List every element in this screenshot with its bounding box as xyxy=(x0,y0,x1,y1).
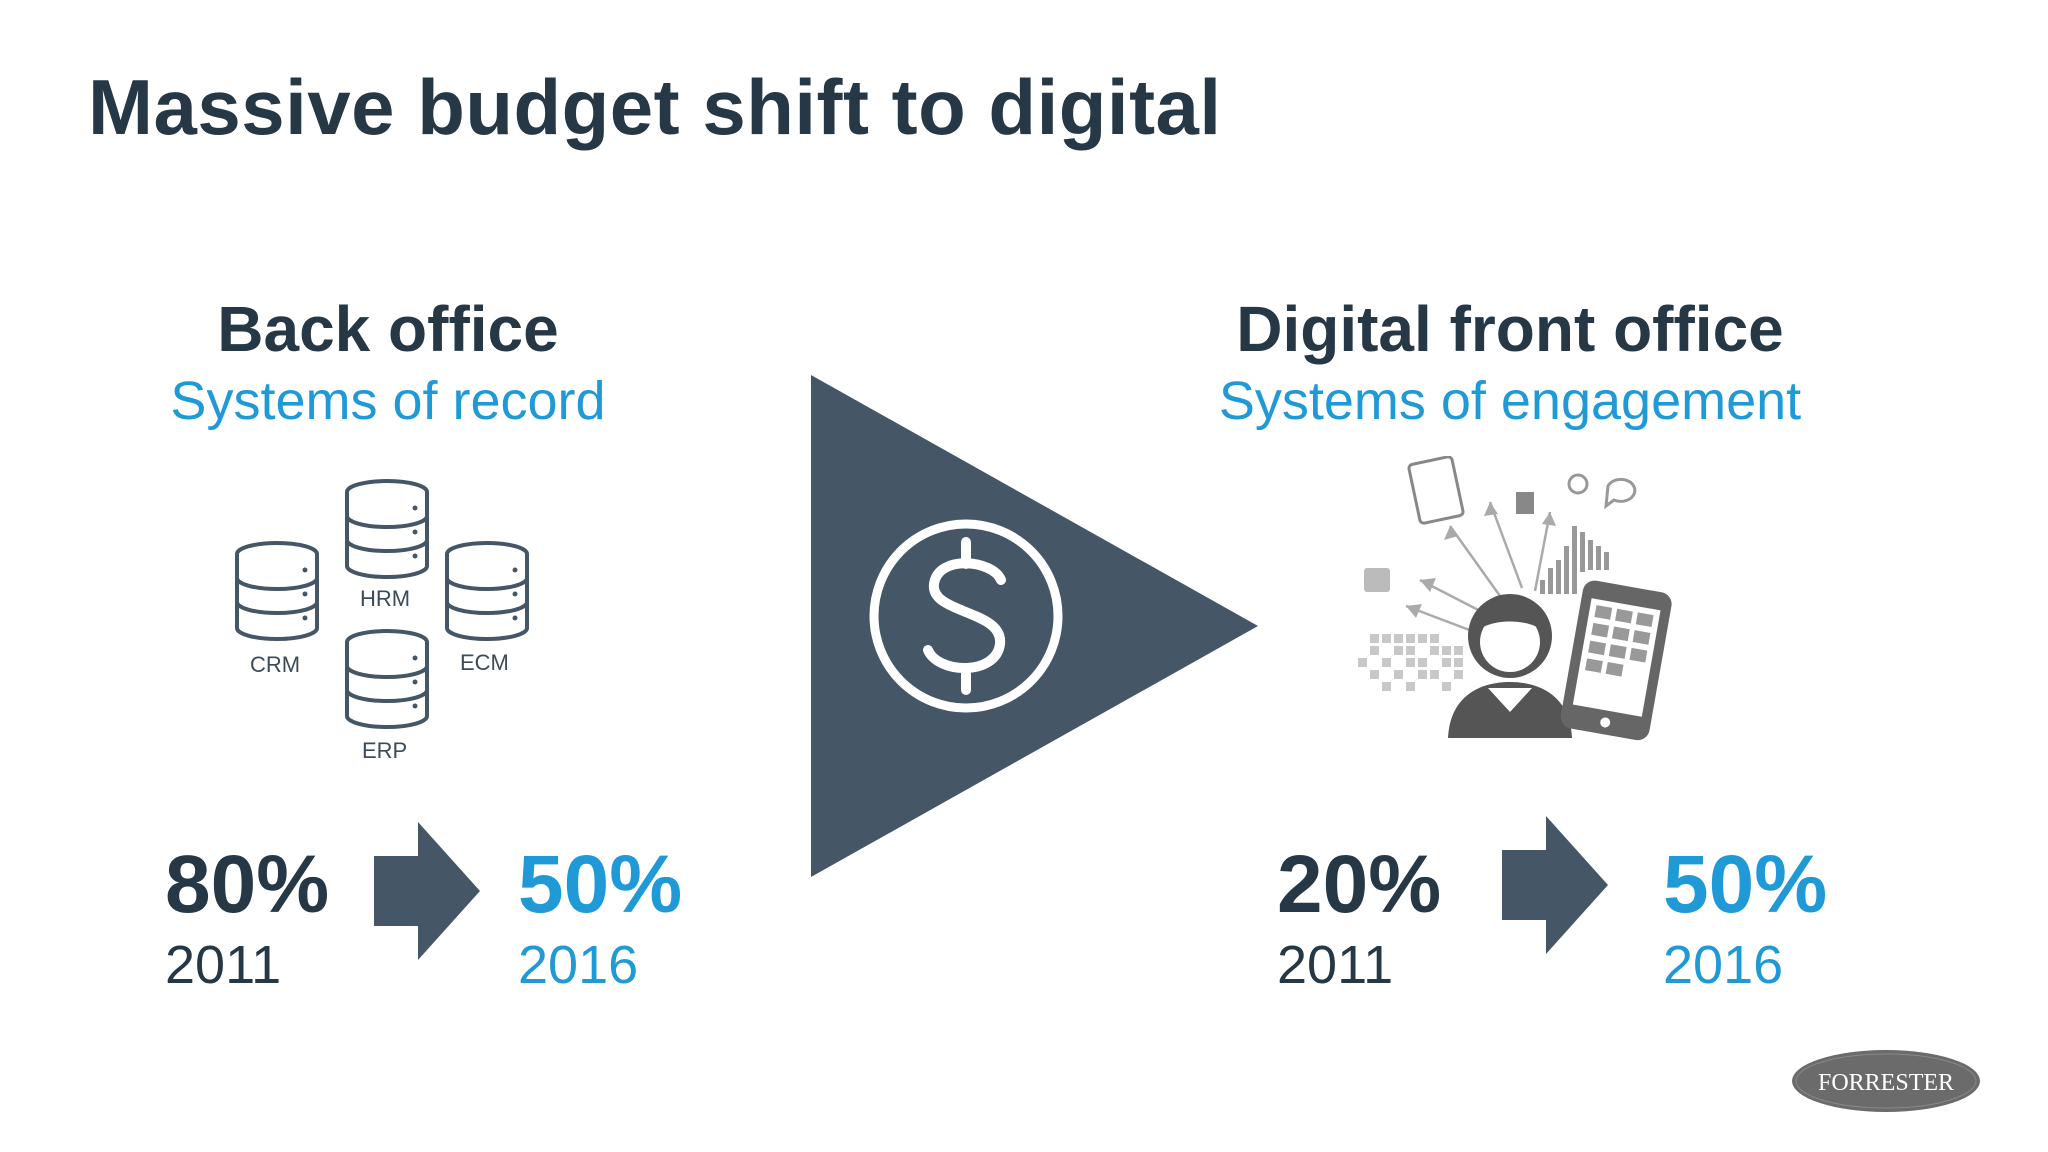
database-cluster xyxy=(230,470,550,770)
tablet-icon xyxy=(1407,456,1465,525)
user-person-icon xyxy=(1448,594,1572,738)
back-office-subheading: Systems of record xyxy=(170,371,606,431)
engagement-illustration xyxy=(1350,456,1690,756)
dollar-coin-icon xyxy=(869,519,1063,713)
database-cluster-icon xyxy=(235,479,529,729)
db-label-ecm: ECM xyxy=(460,650,509,675)
back-office-from-value: 80% xyxy=(165,839,330,930)
forrester-logo: FORRESTER xyxy=(1790,1048,1982,1114)
smartphone-icon xyxy=(1560,580,1672,741)
location-pin-icon xyxy=(1567,473,1589,495)
slide-title: Massive budget shift to digital xyxy=(88,63,1222,151)
back-office-to-year: 2016 xyxy=(518,935,639,995)
shopping-bag-icon xyxy=(1364,568,1390,592)
front-office-from-year: 2011 xyxy=(1277,935,1394,995)
back-office-from-year: 2011 xyxy=(165,935,282,995)
front-office-to-value: 50% xyxy=(1663,839,1828,930)
crm-database-icon xyxy=(235,541,319,641)
db-label-hrm: HRM xyxy=(360,586,411,611)
bar-chart-icon xyxy=(1540,526,1609,594)
budget-shift-triangle xyxy=(808,372,1264,880)
back-office-heading: Back office xyxy=(217,293,559,365)
forrester-logo-text: FORRESTER xyxy=(1818,1070,1954,1096)
front-office-to-year: 2016 xyxy=(1663,935,1784,995)
hrm-database-icon xyxy=(345,479,429,579)
erp-database-icon xyxy=(345,629,429,729)
front-office-arrow-icon xyxy=(1502,816,1612,954)
chat-bubble-icon xyxy=(1604,477,1637,510)
front-office-from-value: 20% xyxy=(1277,839,1442,930)
db-label-erp: ERP xyxy=(362,738,408,763)
contact-icon xyxy=(1516,492,1534,514)
front-office-heading: Digital front office xyxy=(1236,293,1784,365)
back-office-arrow-icon xyxy=(374,822,484,960)
db-label-crm: CRM xyxy=(250,652,301,677)
ecm-database-icon xyxy=(445,541,529,641)
front-office-subheading: Systems of engagement xyxy=(1218,371,1802,431)
data-grid-icon xyxy=(1358,634,1463,691)
back-office-to-value: 50% xyxy=(518,839,683,930)
